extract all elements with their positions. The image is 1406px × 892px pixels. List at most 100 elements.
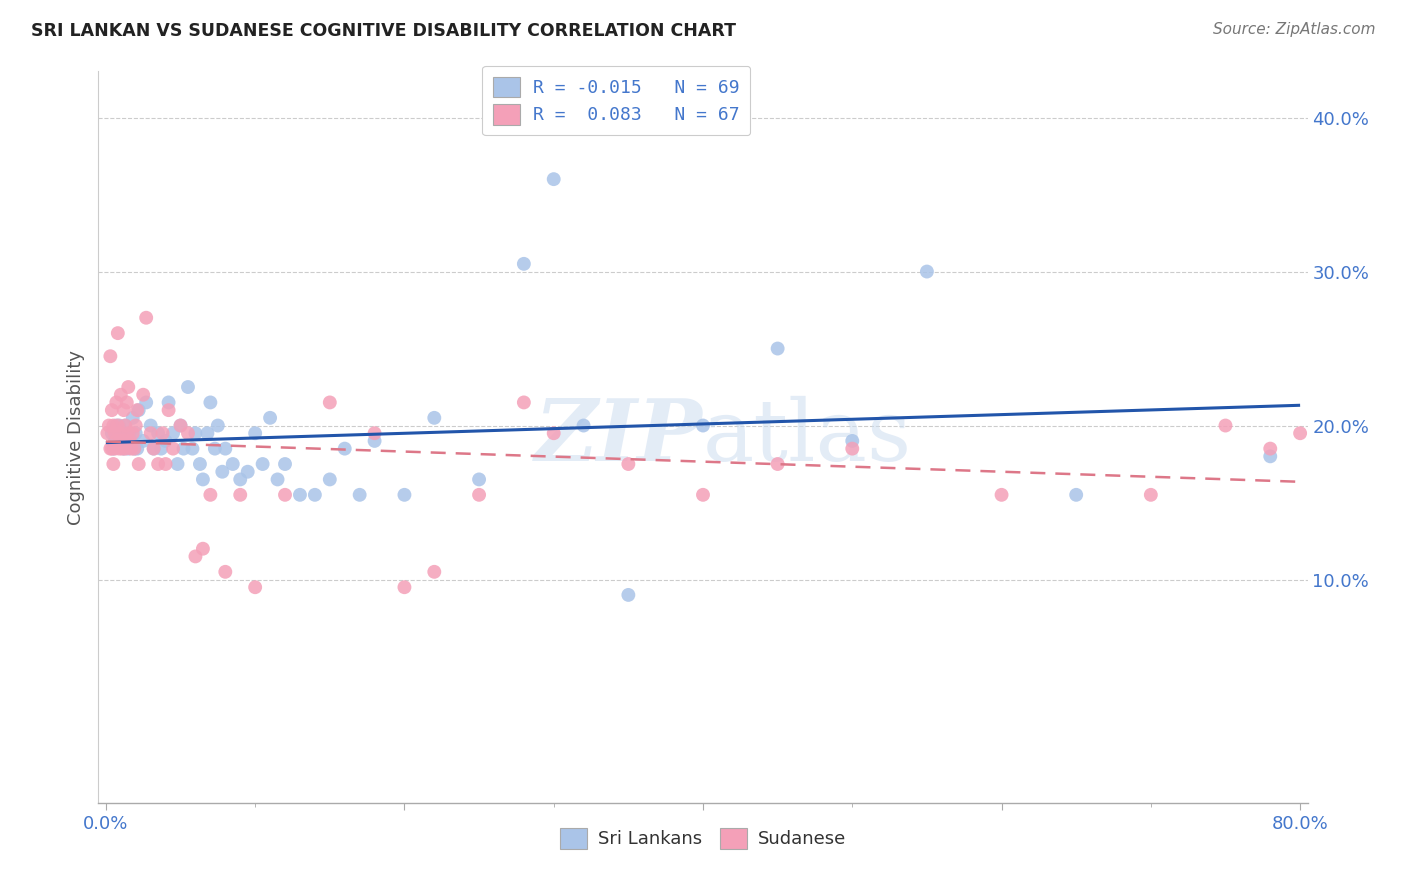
Point <box>104 434 127 448</box>
Point <box>115 426 138 441</box>
Point <box>120 434 142 448</box>
Point <box>117 380 139 394</box>
Point <box>105 418 128 433</box>
Text: atlas: atlas <box>703 395 912 479</box>
Point <box>243 426 266 441</box>
Point <box>513 395 536 409</box>
Point <box>692 418 714 433</box>
Point <box>139 426 162 441</box>
Point <box>120 442 142 456</box>
Point <box>468 488 491 502</box>
Point <box>121 410 143 425</box>
Point <box>166 457 188 471</box>
Point <box>114 442 136 456</box>
Point <box>104 426 127 441</box>
Point <box>394 580 416 594</box>
Point <box>155 434 177 448</box>
Point <box>114 418 136 433</box>
Point <box>157 403 180 417</box>
Text: SRI LANKAN VS SUDANESE COGNITIVE DISABILITY CORRELATION CHART: SRI LANKAN VS SUDANESE COGNITIVE DISABIL… <box>31 22 735 40</box>
Point <box>766 457 789 471</box>
Point <box>142 442 165 456</box>
Point <box>543 426 565 441</box>
Point <box>111 442 134 456</box>
Point <box>108 418 131 433</box>
Point <box>572 418 595 433</box>
Point <box>236 465 259 479</box>
Point <box>173 442 195 456</box>
Point <box>146 457 169 471</box>
Point <box>117 442 139 456</box>
Point <box>128 457 150 471</box>
Point <box>200 488 222 502</box>
Point <box>110 434 132 448</box>
Point <box>363 426 385 441</box>
Point <box>207 418 229 433</box>
Point <box>135 395 157 409</box>
Point <box>229 472 252 486</box>
Point <box>111 426 134 441</box>
Point <box>288 488 311 502</box>
Point <box>211 465 233 479</box>
Point <box>118 426 141 441</box>
Point <box>363 434 385 448</box>
Point <box>169 418 191 433</box>
Point <box>105 434 128 448</box>
Point <box>103 457 125 471</box>
Point <box>274 488 297 502</box>
Point <box>188 457 211 471</box>
Point <box>259 410 281 425</box>
Point <box>110 434 132 448</box>
Point <box>252 457 274 471</box>
Point <box>110 388 132 402</box>
Point <box>112 403 135 417</box>
Point <box>127 442 149 456</box>
Point <box>214 442 236 456</box>
Point <box>107 326 129 340</box>
Point <box>841 442 863 456</box>
Point <box>177 380 200 394</box>
Point <box>229 488 252 502</box>
Point <box>98 442 121 456</box>
Point <box>162 442 184 456</box>
Point <box>107 418 129 433</box>
Point <box>543 172 565 186</box>
Point <box>222 457 245 471</box>
Point <box>841 434 863 448</box>
Point <box>96 426 118 441</box>
Point <box>266 472 288 486</box>
Point <box>114 418 136 433</box>
Point <box>101 403 124 417</box>
Point <box>766 342 789 356</box>
Point <box>191 472 214 486</box>
Point <box>122 442 145 456</box>
Point <box>101 426 124 441</box>
Point <box>127 403 149 417</box>
Point <box>135 310 157 325</box>
Point <box>319 395 342 409</box>
Point <box>118 434 141 448</box>
Point <box>333 442 356 456</box>
Point <box>169 418 191 433</box>
Point <box>125 426 148 441</box>
Point <box>101 442 124 456</box>
Point <box>155 457 177 471</box>
Point <box>122 442 145 456</box>
Point <box>103 418 125 433</box>
Point <box>125 418 148 433</box>
Point <box>468 472 491 486</box>
Point <box>423 410 446 425</box>
Point <box>108 426 131 441</box>
Point <box>184 426 207 441</box>
Point <box>214 565 236 579</box>
Point <box>200 395 222 409</box>
Point <box>112 442 135 456</box>
Point <box>103 442 125 456</box>
Point <box>204 442 226 456</box>
Point <box>150 442 173 456</box>
Point <box>423 565 446 579</box>
Point <box>394 488 416 502</box>
Point <box>1258 450 1281 464</box>
Point <box>97 418 120 433</box>
Point <box>191 541 214 556</box>
